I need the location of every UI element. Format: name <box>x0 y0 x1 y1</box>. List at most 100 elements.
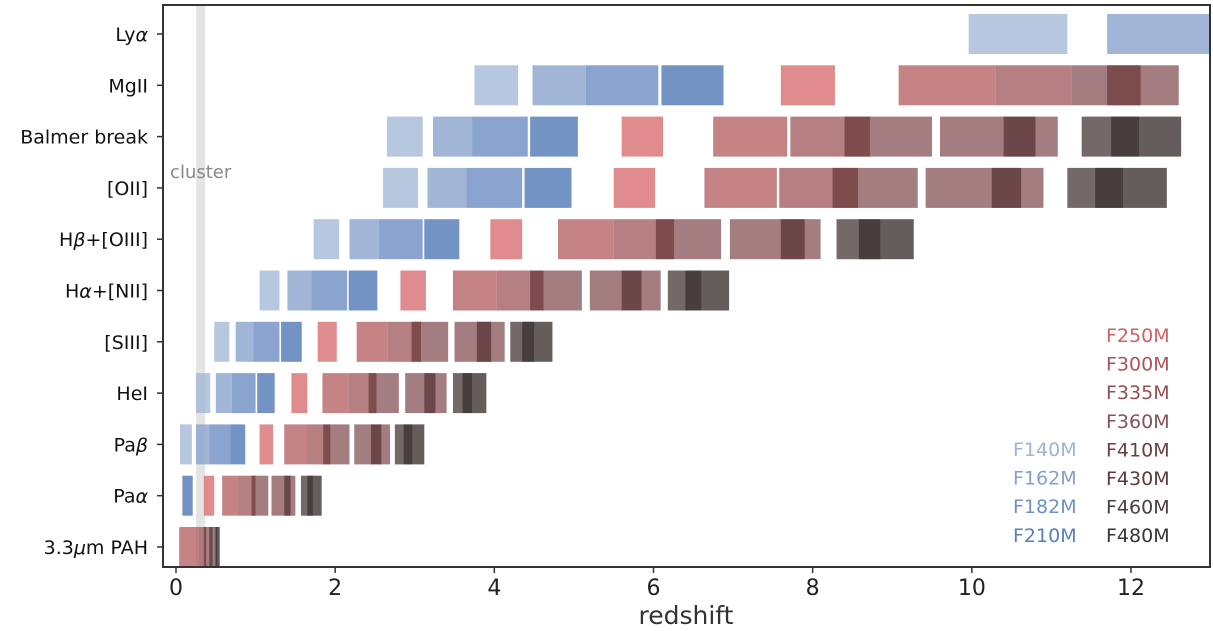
filter-bar <box>1107 14 1209 54</box>
filter-bar <box>370 424 382 465</box>
filter-bar <box>968 14 1068 54</box>
filter-bar <box>925 167 1044 208</box>
filter-bar <box>898 65 996 106</box>
filter-bar <box>530 270 544 311</box>
legend-entry: F182M <box>1013 496 1077 518</box>
filter-bar <box>348 270 378 311</box>
legend: F250M F300M F335M F360M F410M F430M F460M F480M… <box>1013 325 1170 547</box>
filter-bar <box>368 373 377 414</box>
filter-bar <box>253 321 280 362</box>
line-label: [OII] <box>107 178 148 200</box>
y-axis-labels: Lyα MgII Balmer break [OII] Hβ+[OIII] Hα+[NII… <box>20 24 163 559</box>
filter-bar <box>386 116 423 157</box>
filter-bar <box>472 116 528 157</box>
line-label: Hα+[NII] <box>65 281 148 303</box>
filter-bar <box>462 373 487 414</box>
filter-bar <box>198 527 207 567</box>
filter-bar <box>780 219 805 260</box>
filter-bar <box>255 475 269 516</box>
filter-bar <box>832 167 859 208</box>
filter-bar <box>291 373 308 414</box>
filter-bar <box>195 373 211 414</box>
filter-bar <box>322 373 349 414</box>
legend-entry: F300M <box>1106 354 1170 376</box>
filter-bar <box>613 167 656 208</box>
filter-bar <box>307 475 322 516</box>
filter-bar <box>231 373 256 414</box>
filter-bars-layer <box>179 14 1209 567</box>
x-tick-label: 6 <box>647 576 661 601</box>
filter-bar <box>421 321 449 362</box>
legend-entry: F480M <box>1106 525 1170 547</box>
x-tick-label: 8 <box>806 576 820 601</box>
x-tick-label: 4 <box>487 576 501 601</box>
line-row <box>182 475 322 516</box>
line-row <box>195 373 487 414</box>
line-label: 3.3μm PAH <box>44 537 148 559</box>
filter-bar <box>844 116 870 157</box>
legend-entry: F335M <box>1106 382 1170 404</box>
filter-bar <box>704 167 777 208</box>
filter-bar <box>532 65 586 106</box>
filter-bar <box>476 321 492 362</box>
filter-bar <box>780 65 835 106</box>
x-axis: 0 2 4 6 8 10 12 <box>169 567 1145 601</box>
x-tick-label: 0 <box>169 576 183 601</box>
filter-bar <box>558 219 614 260</box>
line-label: Balmer break <box>20 127 148 149</box>
legend-entry: F140M <box>1013 439 1077 461</box>
cluster-band <box>196 6 206 566</box>
filter-bar <box>203 475 215 516</box>
filter-bar <box>424 219 460 260</box>
filter-bar <box>215 373 232 414</box>
filter-bar <box>543 270 582 311</box>
filter-bar <box>424 373 436 414</box>
filter-bar <box>466 167 523 208</box>
filter-bar <box>382 167 418 208</box>
filter-bar <box>869 116 933 157</box>
cluster-label: cluster <box>170 162 232 183</box>
x-tick-label: 12 <box>1117 576 1145 601</box>
plot-frame <box>162 4 1211 568</box>
legend-entry: F460M <box>1106 497 1170 519</box>
filter-bar <box>349 219 379 260</box>
filter-bar <box>230 424 246 465</box>
filter-bar <box>621 270 642 311</box>
filter-bar <box>271 475 296 516</box>
filter-bar <box>1095 167 1167 208</box>
filter-bar <box>300 475 313 516</box>
line-label: Lyα <box>115 24 148 46</box>
filter-bar <box>281 321 302 362</box>
filter-bar <box>203 527 207 567</box>
line-row <box>179 424 425 465</box>
filter-bar <box>403 424 425 465</box>
filter-bar <box>858 167 918 208</box>
filter-bar <box>474 65 519 106</box>
line-row <box>474 65 1179 106</box>
filter-bar <box>585 65 659 106</box>
line-row <box>259 270 730 311</box>
filter-bar <box>400 270 426 311</box>
line-label: Hβ+[OIII] <box>59 229 148 251</box>
filter-bar <box>209 424 231 465</box>
filter-bar <box>238 475 256 516</box>
filter-bar <box>330 424 350 465</box>
filter-bar <box>287 270 312 311</box>
legend-entry: F410M <box>1106 439 1170 461</box>
filter-bar <box>713 116 788 157</box>
x-axis-label: redshift <box>639 601 734 630</box>
filter-bar <box>655 219 675 260</box>
line-label: [SIII] <box>104 332 148 354</box>
legend-entry: F430M <box>1106 468 1170 490</box>
filter-bar <box>317 321 337 362</box>
filter-bar <box>214 321 230 362</box>
filter-bar <box>356 321 388 362</box>
filter-bar <box>452 270 497 311</box>
x-tick-label: 2 <box>328 576 342 601</box>
filter-bar <box>729 219 821 260</box>
filter-bar <box>313 219 340 260</box>
filter-bar <box>995 65 1072 106</box>
filter-bar <box>685 270 730 311</box>
filter-bar <box>378 219 423 260</box>
